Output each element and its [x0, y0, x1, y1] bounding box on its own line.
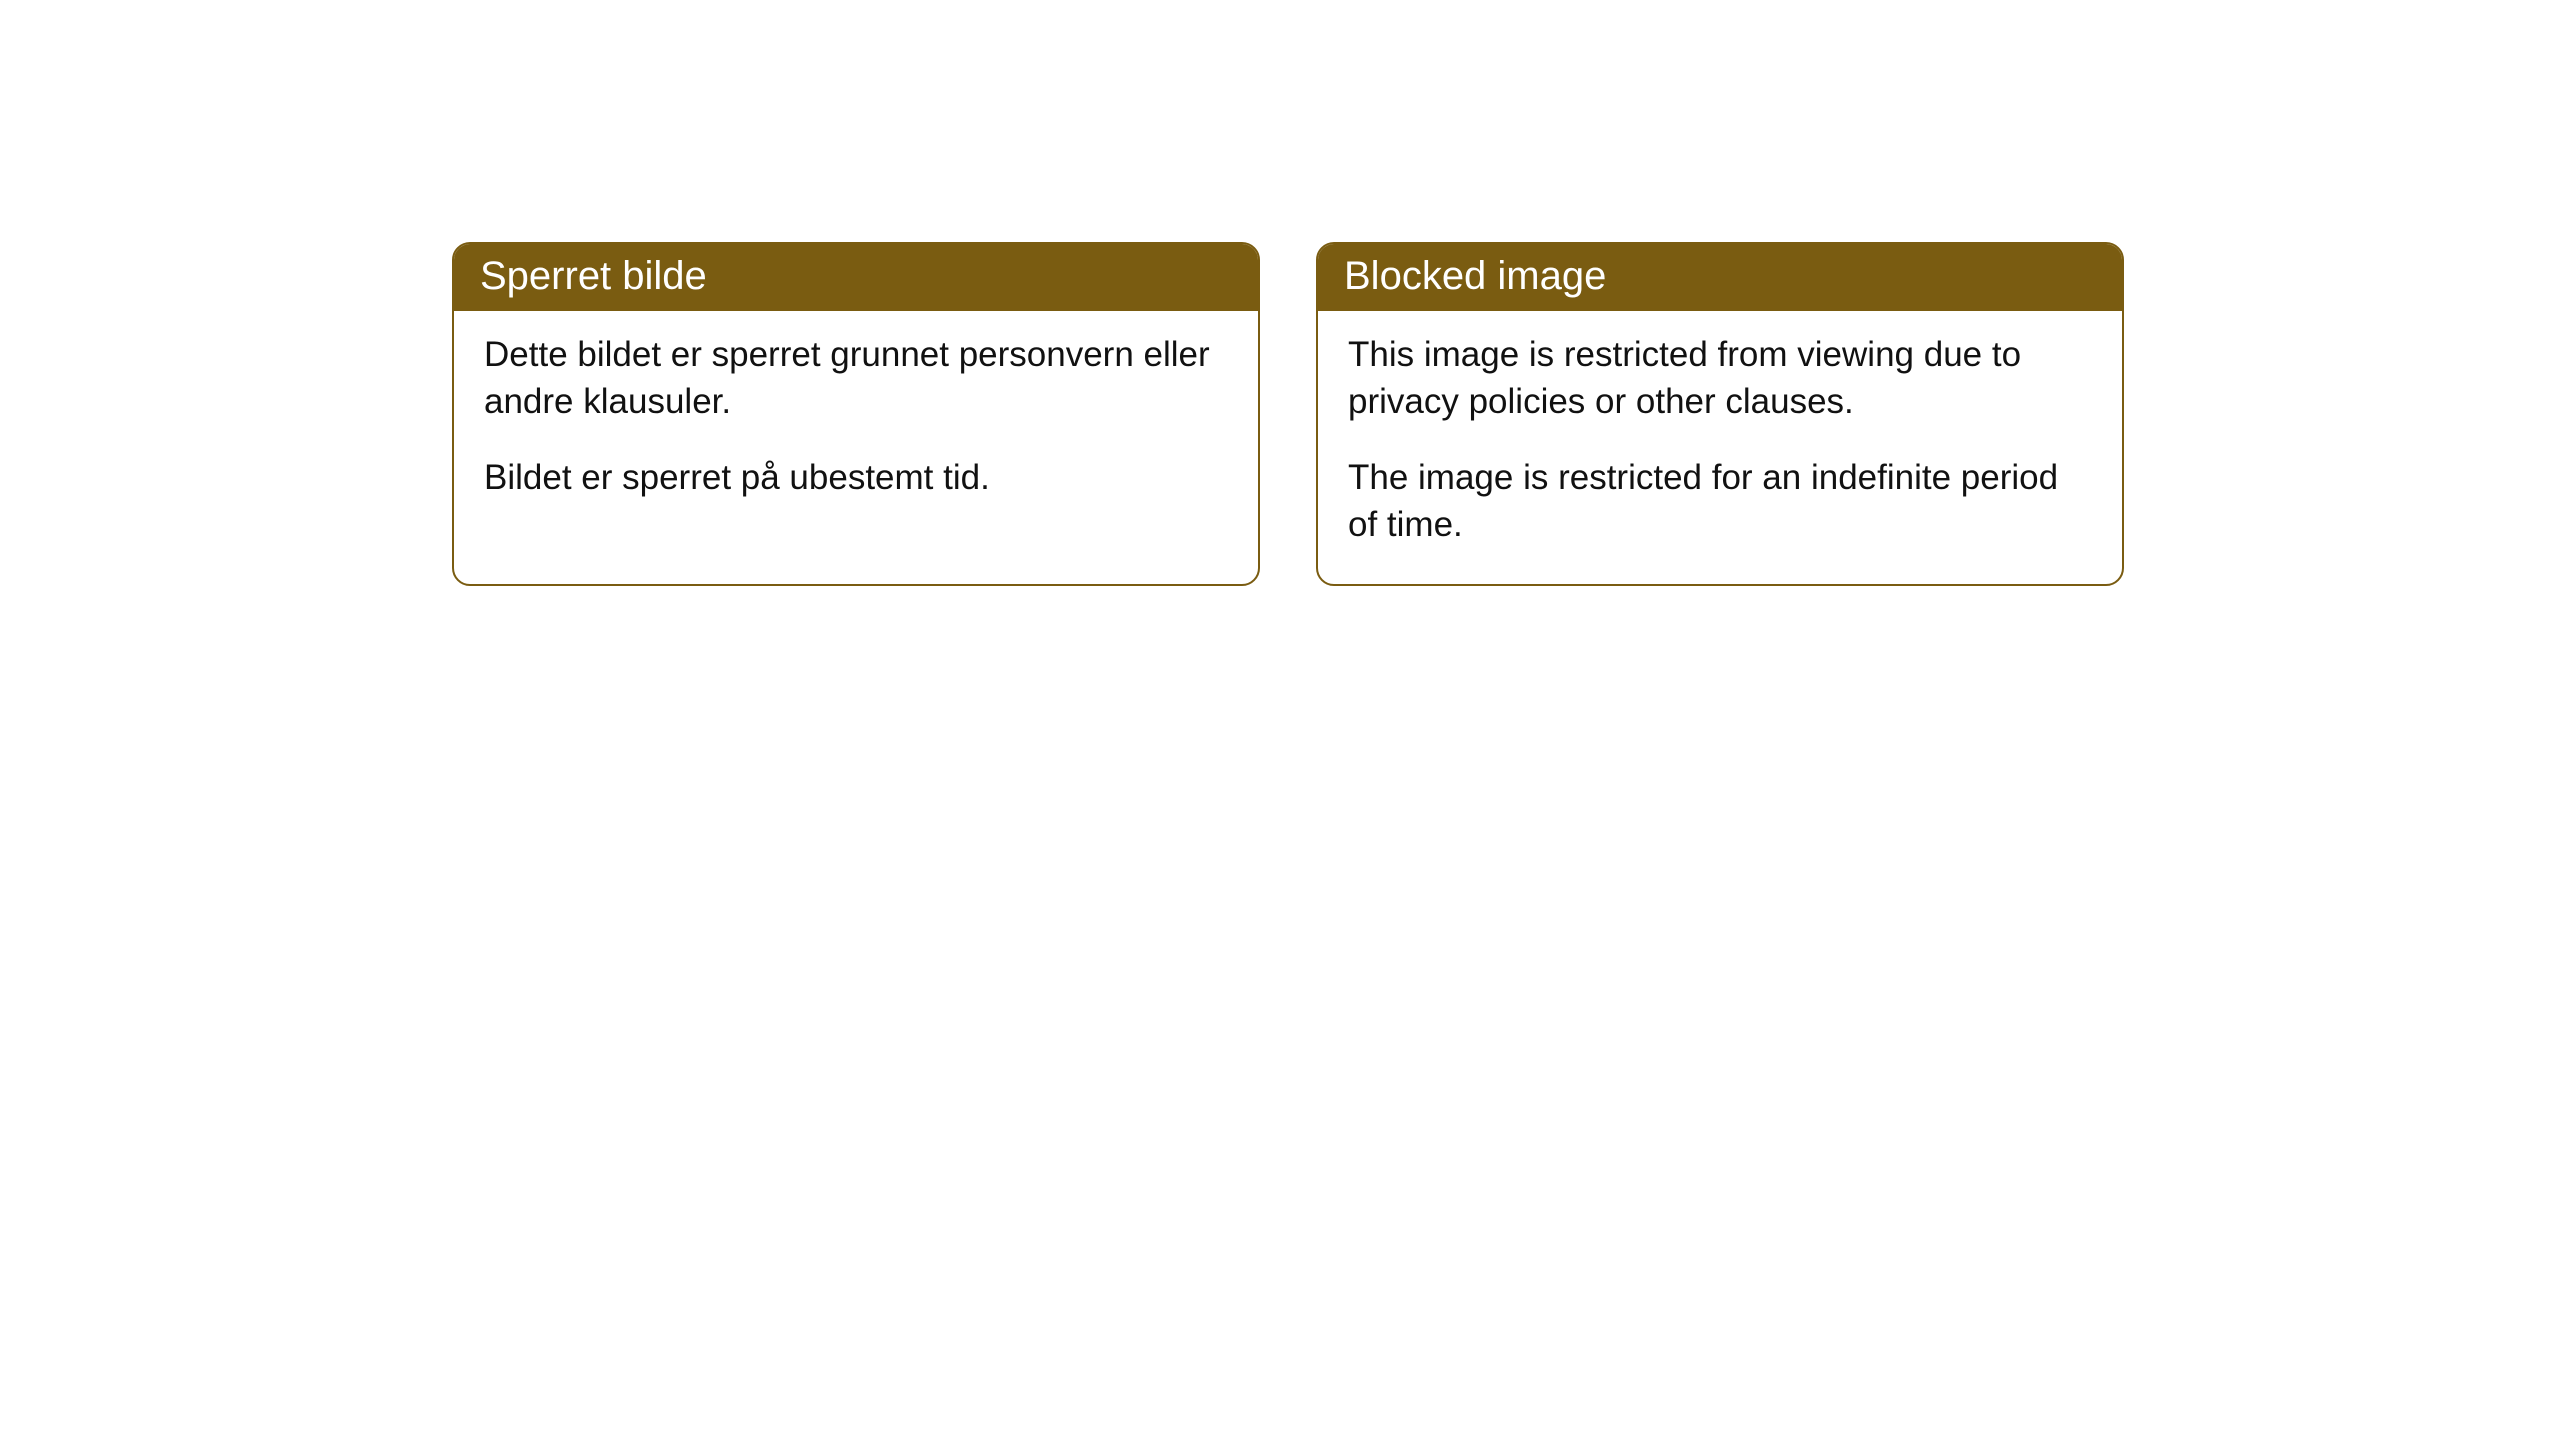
blocked-image-card-en: Blocked image This image is restricted f…	[1316, 242, 2124, 586]
card-title: Blocked image	[1344, 254, 1606, 298]
card-paragraph: Dette bildet er sperret grunnet personve…	[484, 331, 1228, 426]
card-paragraph: This image is restricted from viewing du…	[1348, 331, 2092, 426]
card-header: Sperret bilde	[454, 244, 1258, 311]
card-paragraph: The image is restricted for an indefinit…	[1348, 454, 2092, 549]
notice-cards-container: Sperret bilde Dette bildet er sperret gr…	[452, 242, 2124, 586]
card-body: This image is restricted from viewing du…	[1318, 311, 2122, 584]
card-paragraph: Bildet er sperret på ubestemt tid.	[484, 454, 1228, 501]
card-header: Blocked image	[1318, 244, 2122, 311]
blocked-image-card-no: Sperret bilde Dette bildet er sperret gr…	[452, 242, 1260, 586]
card-body: Dette bildet er sperret grunnet personve…	[454, 311, 1258, 537]
card-title: Sperret bilde	[480, 254, 707, 298]
